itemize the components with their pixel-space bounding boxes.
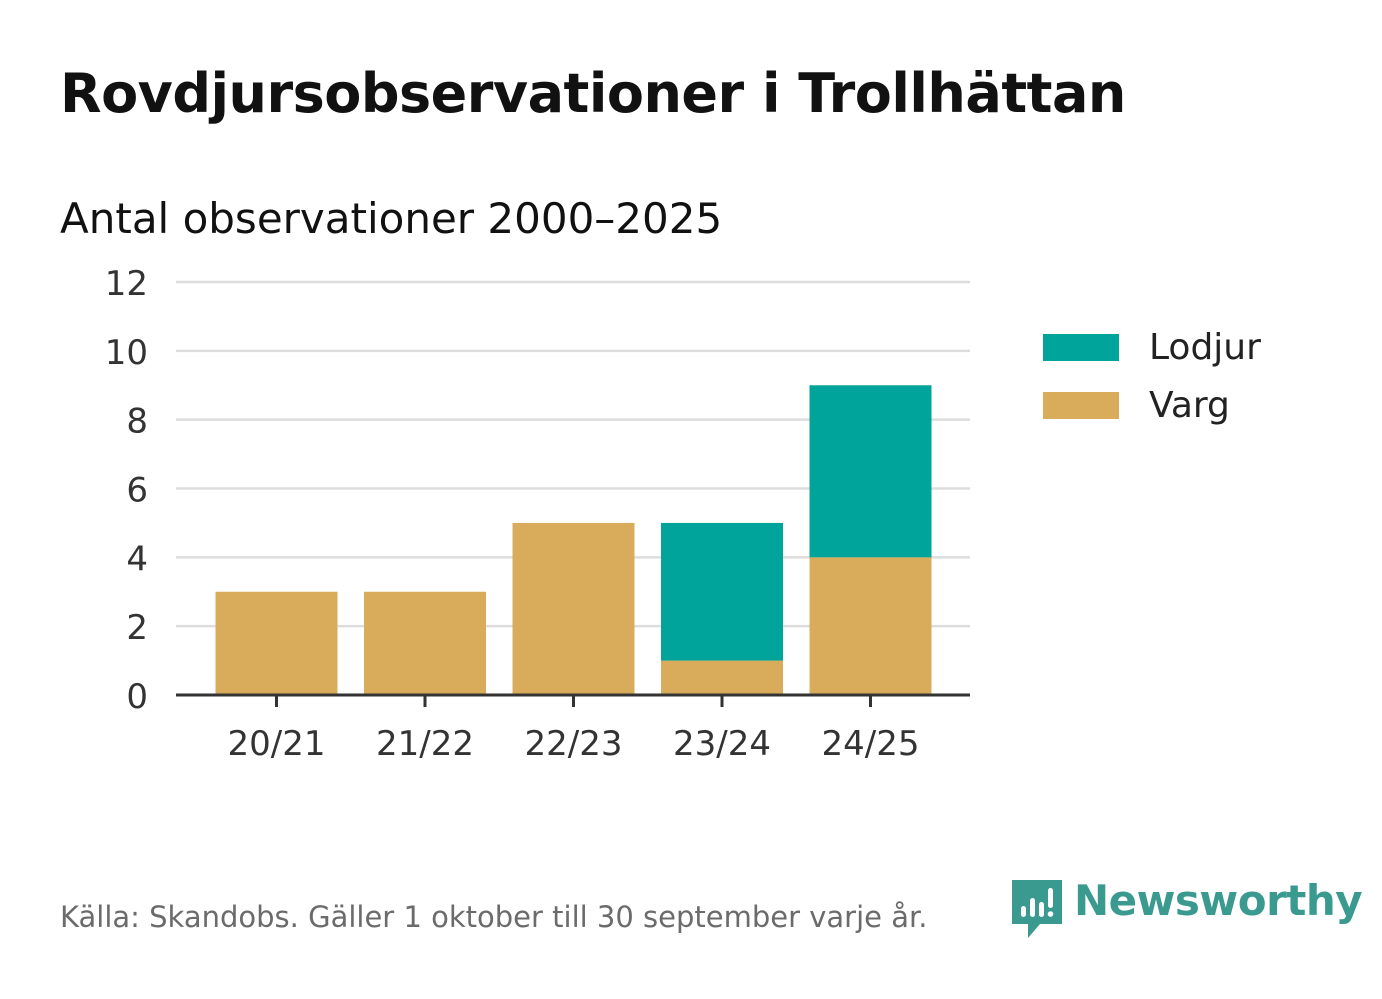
chart-subtitle: Antal observationer 2000–2025 xyxy=(60,194,723,243)
chart-title: Rovdjursobservationer i Trollhättan xyxy=(60,62,1126,125)
x-tick-label: 24/25 xyxy=(822,724,920,764)
x-tick-label: 22/23 xyxy=(525,724,623,764)
bar-varg-24-25 xyxy=(809,557,932,695)
y-tick-label: 4 xyxy=(126,539,148,579)
x-tick-labels: 20/21 21/22 22/23 23/24 24/25 xyxy=(228,724,920,764)
bars xyxy=(215,385,932,695)
legend-swatch-varg xyxy=(1043,391,1119,419)
axes xyxy=(176,693,970,707)
y-tick-labels: 0 2 4 6 8 10 12 xyxy=(105,264,148,717)
legend-item-varg: Varg xyxy=(1043,376,1261,434)
bar-lodjur-24-25 xyxy=(809,385,932,558)
bar-varg-22-23 xyxy=(512,522,635,695)
x-tick-label: 21/22 xyxy=(376,724,474,764)
y-tick-label: 6 xyxy=(126,471,148,511)
x-tick-label: 23/24 xyxy=(673,724,771,764)
bar-varg-20-21 xyxy=(215,591,338,695)
bar-varg-21-22 xyxy=(364,591,486,695)
legend-label-varg: Varg xyxy=(1149,384,1230,426)
legend: Lodjur Varg xyxy=(1043,318,1261,434)
source-note: Källa: Skandobs. Gäller 1 oktober till 3… xyxy=(60,900,928,934)
brand-name: Newsworthy xyxy=(1074,876,1363,925)
y-tick-label: 0 xyxy=(126,677,148,717)
legend-swatch-lodjur xyxy=(1043,333,1119,361)
legend-item-lodjur: Lodjur xyxy=(1043,318,1261,376)
x-tick-label: 20/21 xyxy=(228,724,326,764)
y-tick-label: 12 xyxy=(105,264,148,304)
bar-varg-23-24 xyxy=(661,660,783,695)
legend-label-lodjur: Lodjur xyxy=(1149,326,1261,368)
y-tick-label: 10 xyxy=(105,333,148,373)
y-tick-label: 8 xyxy=(126,402,148,442)
newsworthy-chart-bubble-icon xyxy=(1012,880,1062,938)
brand-logo[interactable]: Newsworthy xyxy=(1010,876,1363,940)
y-tick-label: 2 xyxy=(126,608,148,648)
bar-lodjur-23-24 xyxy=(661,522,783,661)
